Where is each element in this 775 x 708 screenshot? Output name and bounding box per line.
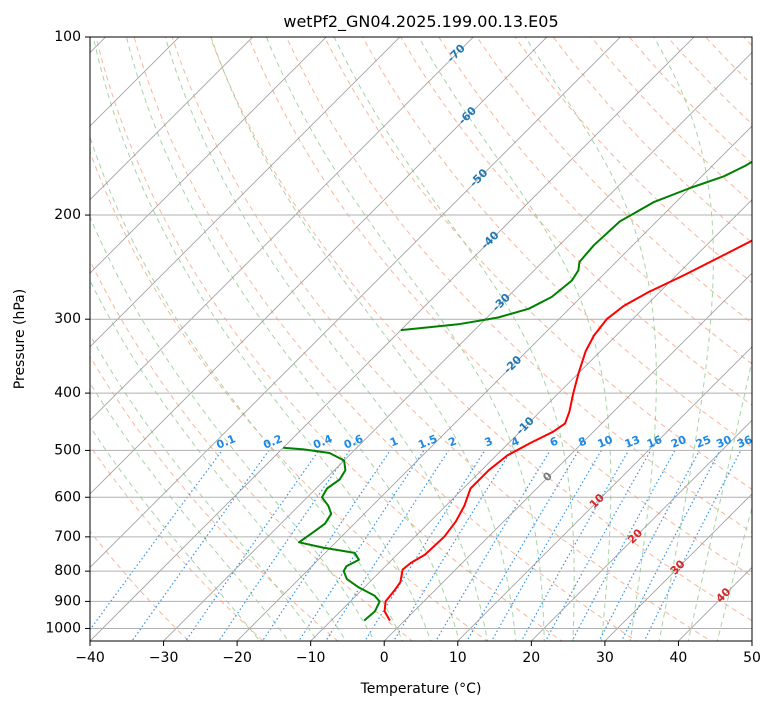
mixing-ratio-label: 3 <box>483 434 495 449</box>
isotherm-line <box>90 37 622 569</box>
dry-adiabat <box>95 37 563 641</box>
isotherm-line <box>236 125 752 641</box>
x-tick-label: −30 <box>149 650 179 666</box>
y-tick-label: 1000 <box>45 621 81 637</box>
x-tick-label: −20 <box>222 650 252 666</box>
mixing-ratio-label: 8 <box>577 434 589 449</box>
x-axis-title: Temperature (°C) <box>360 681 482 697</box>
x-tick-label: 40 <box>669 650 687 666</box>
moist-adiabat <box>210 37 517 641</box>
sounding-traces <box>283 160 752 622</box>
mixing-ratio-label: 36 <box>735 433 754 451</box>
x-tick-label: −10 <box>296 650 326 666</box>
y-tick-label: 100 <box>54 29 81 45</box>
dry-adiabat <box>90 355 339 641</box>
dry-adiabat <box>438 37 752 365</box>
isotherm-line <box>90 37 695 641</box>
isotherm-line <box>90 37 180 127</box>
isotherm-line <box>90 37 327 274</box>
isotherm-line <box>90 37 401 348</box>
axes: −40 −30 −20 −10 0 10 20 30 40 50 100 200 300 400 500 60… <box>45 29 761 666</box>
mixing-ratio-label: 30 <box>714 433 733 451</box>
y-tick-label: 200 <box>54 207 81 223</box>
y-tick-label: 700 <box>54 529 81 545</box>
isotherm-line <box>162 51 752 641</box>
mixing-ratio-label: 16 <box>645 433 664 451</box>
x-tick-label: 20 <box>522 650 540 666</box>
mixing-ratio-label: 25 <box>694 433 713 451</box>
y-tick-label: 400 <box>54 385 81 401</box>
mixing-ratio-label: 20 <box>669 433 688 451</box>
y-tick-label: 900 <box>54 593 81 609</box>
background-lines <box>90 37 752 641</box>
y-tick-label: 300 <box>54 311 81 327</box>
y-tick-label: 600 <box>54 489 81 505</box>
x-tick-label: 10 <box>449 650 467 666</box>
isotherm-line <box>90 37 474 421</box>
y-tick-label: 500 <box>54 442 81 458</box>
dry-adiabat <box>90 150 488 641</box>
x-tick-label: 50 <box>743 650 761 666</box>
mixing-ratio-label: 1 <box>388 434 400 449</box>
x-tick-label: 0 <box>380 650 389 666</box>
dewpoint-line <box>283 446 381 622</box>
moist-adiabat <box>92 37 432 641</box>
isotherm-line <box>90 37 548 495</box>
mixing-ratio-label: 10 <box>596 433 615 451</box>
y-axis-title: Pressure (hPa) <box>12 289 28 389</box>
isotherm-line <box>604 493 752 641</box>
temperature-line <box>383 239 752 622</box>
isotherm-line <box>383 272 752 641</box>
isotherm-line <box>457 346 752 641</box>
chart-title: wetPf2_GN04.2025.199.00.13.E05 <box>283 12 558 32</box>
dewpoint-upper-line <box>400 160 752 332</box>
isotherm-line <box>310 199 752 641</box>
isotherm-line <box>90 37 254 201</box>
plot-frame <box>89 36 753 642</box>
dry-adiabat <box>324 37 752 490</box>
mixing-ratio-label: 2 <box>447 434 459 449</box>
isotherm-line <box>530 419 752 641</box>
mixing-ratio-label: 13 <box>623 433 642 451</box>
x-tick-label: 30 <box>596 650 614 666</box>
y-tick-label: 800 <box>54 563 81 579</box>
x-tick-label: −40 <box>75 650 105 666</box>
dry-adiabat <box>133 37 638 641</box>
